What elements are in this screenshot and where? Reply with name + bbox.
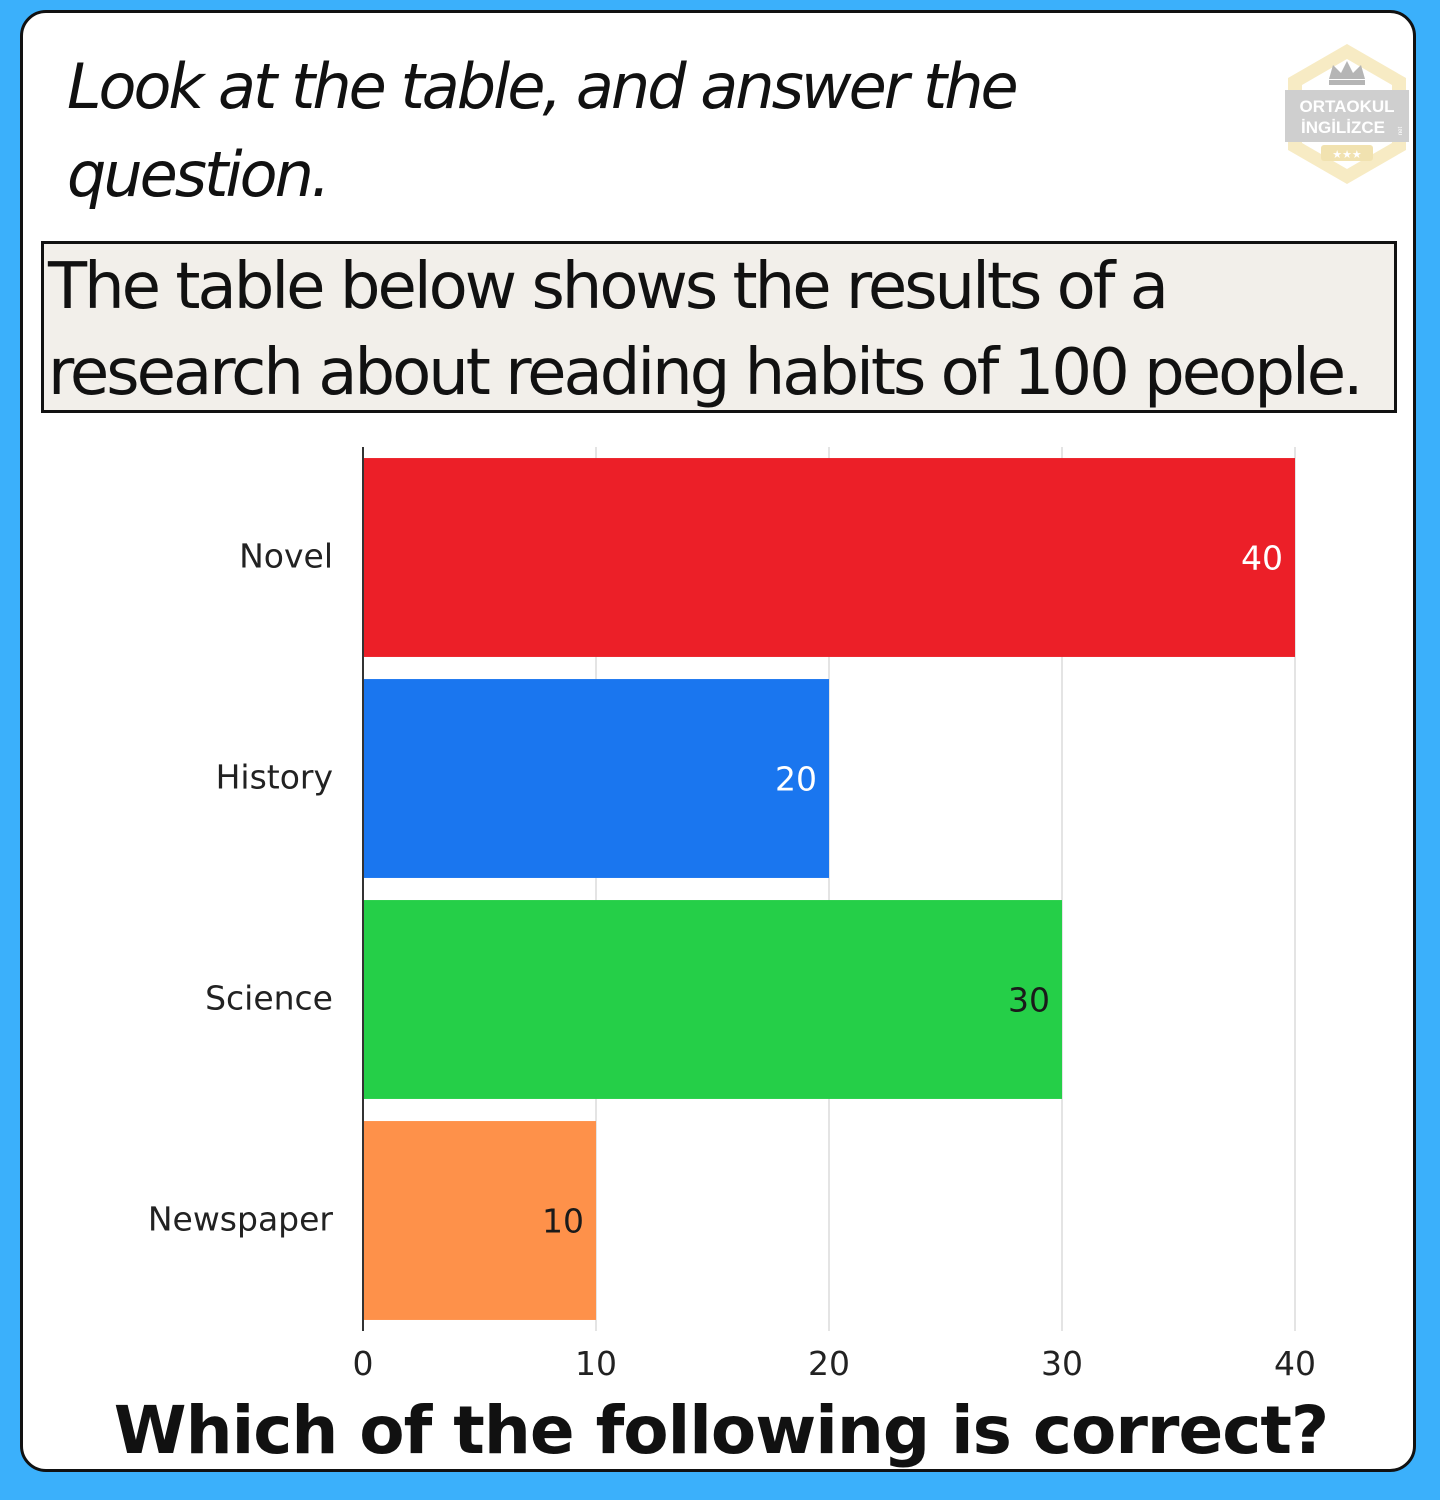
x-tick-label: 30 <box>1041 1344 1083 1383</box>
data-label: 20 <box>775 760 817 799</box>
stars-icon <box>1321 145 1373 161</box>
logo-band <box>1285 90 1409 142</box>
worksheet-card: Look at the table, and answer the questi… <box>20 10 1416 1472</box>
x-tick-label: 10 <box>575 1344 617 1383</box>
data-label: 40 <box>1241 539 1283 578</box>
x-tick-label: 0 <box>353 1344 374 1383</box>
bar-newspaper <box>363 1121 596 1320</box>
instruction-line-2: question. <box>67 138 331 211</box>
logo-text-net: net <box>1398 126 1404 135</box>
logo-star-glyphs: ★★★ <box>1332 148 1362 161</box>
category-label: History <box>216 758 333 797</box>
bar-novel <box>363 458 1295 657</box>
data-label: 10 <box>542 1202 584 1241</box>
category-label: Science <box>205 979 333 1018</box>
logo-text-ingilizce: İNGİLİZCE <box>1301 118 1385 137</box>
instruction-text: Look at the table, and answer the questi… <box>67 43 1147 219</box>
instruction-line-1: Look at the table, and answer the <box>67 50 1019 123</box>
question-text: Which of the following is correct? <box>113 1392 1329 1469</box>
x-tick-label: 40 <box>1274 1344 1316 1383</box>
intro-line-2: research about reading habits of 100 peo… <box>48 336 1363 410</box>
logo-text-ortaokul: ORTAOKUL <box>1299 97 1394 116</box>
bar-history <box>363 679 829 878</box>
x-tick-label: 20 <box>808 1344 850 1383</box>
bar-science <box>363 900 1062 1099</box>
intro-box: The table below shows the results of a r… <box>41 241 1397 413</box>
data-label: 30 <box>1008 981 1050 1020</box>
category-label: Novel <box>239 537 333 576</box>
intro-line-1: The table below shows the results of a <box>48 250 1169 324</box>
crown-icon <box>1329 61 1365 85</box>
category-label: Newspaper <box>148 1200 334 1239</box>
ortaokul-ingilizce-logo: ORTAOKUL İNGİLİZCE net ★★★ <box>1285 44 1409 184</box>
bar-chart: 40 Novel 20 History 30 Science 10 Newspaper 0 10 2… <box>148 447 1316 1383</box>
